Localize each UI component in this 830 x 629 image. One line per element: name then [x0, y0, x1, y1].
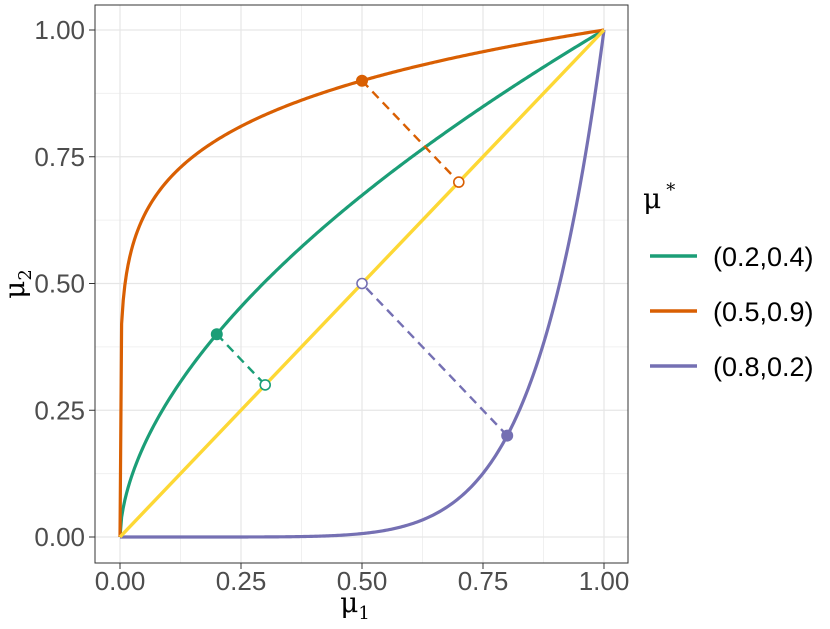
- legend-label-2: (0.5,0.9): [713, 297, 814, 327]
- legend-items: (0.2,0.4) (0.5,0.9) (0.8,0.2): [650, 242, 814, 382]
- legend-label-3: (0.8,0.2): [713, 352, 814, 382]
- x-tick-label: 1.00: [579, 566, 630, 596]
- legend-label-1: (0.2,0.4): [713, 242, 814, 272]
- x-axis: 0.00 0.25 0.50 0.75 1.00: [95, 563, 630, 596]
- projection-line-3: [361, 282, 509, 437]
- projection-line-2: [361, 79, 460, 183]
- mu-star-point-3: [501, 429, 514, 442]
- y-tick-label: 0.25: [34, 395, 85, 425]
- y-tick-label: 0.00: [34, 522, 85, 552]
- projection-line-1: [215, 333, 267, 386]
- y-axis-title: μ2: [0, 269, 36, 299]
- mu-star-point-2: [356, 74, 368, 87]
- x-tick-label: 0.75: [458, 566, 509, 596]
- projection-point-1: [259, 379, 272, 391]
- y-tick-label: 0.50: [34, 269, 85, 299]
- mu-star-point-1: [210, 328, 223, 341]
- series-curve-3: [120, 29, 606, 539]
- x-tick-label: 0.50: [337, 566, 388, 596]
- legend: μ * (0.2,0.4) (0.5,0.9) (0.8,0.2): [643, 180, 814, 382]
- x-tick-label: 0.25: [216, 566, 267, 596]
- y-tick-label: 1.00: [34, 15, 85, 45]
- projection-point-2: [452, 176, 465, 188]
- y-tick-label: 0.75: [34, 142, 85, 172]
- projection-point-3: [356, 277, 368, 290]
- plot-panel: [94, 4, 629, 564]
- x-tick-label: 0.00: [95, 566, 146, 596]
- series-layer: [118, 28, 606, 539]
- legend-title: μ *: [643, 180, 675, 215]
- series-curve-1: [118, 28, 605, 538]
- y-axis: 0.00 0.25 0.50 0.75 1.00: [34, 15, 95, 552]
- x-axis-title: μ1: [340, 586, 370, 624]
